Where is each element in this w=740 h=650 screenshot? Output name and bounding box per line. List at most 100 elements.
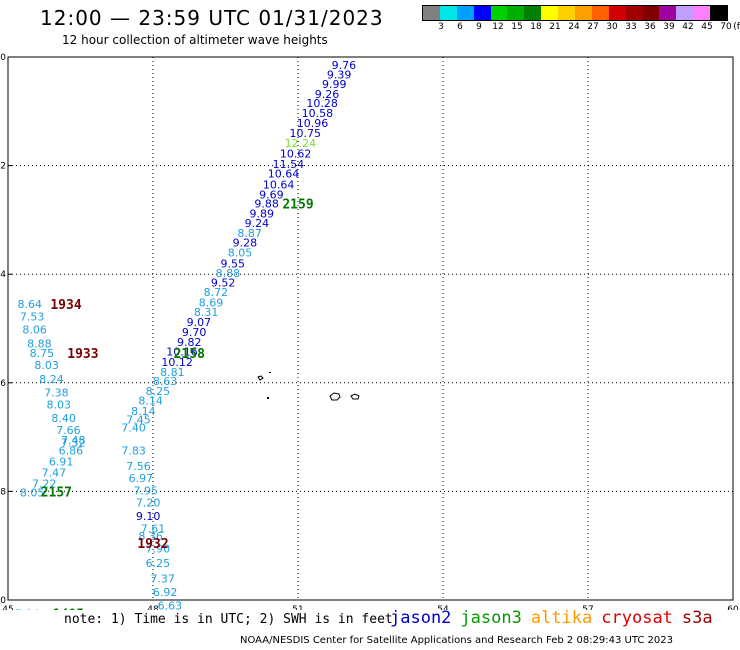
- color-swatch: [524, 6, 542, 20]
- wave-height-label: 10.96: [297, 117, 329, 130]
- wave-height-label: 6.25: [146, 557, 171, 570]
- island-dot: [269, 372, 271, 373]
- wave-height-label: 6.92: [153, 586, 178, 599]
- x-tick-label: 51: [292, 605, 303, 610]
- wave-height-label: 12.24: [285, 137, 317, 150]
- color-scale-tick: 18: [530, 22, 542, 32]
- wave-height-label: 7.47: [42, 466, 67, 479]
- wave-height-label: 10.62: [280, 148, 312, 161]
- y-tick-label: -40: [0, 53, 6, 63]
- y-tick-label: -46: [0, 379, 6, 389]
- color-swatch: [490, 6, 508, 20]
- wave-height-label: 7.66: [56, 424, 81, 437]
- map-subtitle: 12 hour collection of altimeter wave hei…: [62, 33, 328, 47]
- wave-height-label: 9.82: [177, 336, 202, 349]
- y-tick-label: -50: [0, 596, 6, 606]
- wave-height-label: 8.05: [20, 486, 45, 499]
- wave-height-label: 6.86: [59, 445, 84, 458]
- wave-height-label: 7.83: [121, 445, 146, 458]
- wave-height-label: 7.56: [126, 460, 151, 473]
- color-swatch: [693, 6, 711, 20]
- color-scale-tick: 3: [438, 22, 444, 32]
- wave-height-label: 7.48: [61, 434, 86, 447]
- wave-height-label: 8.72: [204, 286, 229, 299]
- wave-height-label: 9.99: [322, 78, 347, 91]
- pass-time-label: 1934: [50, 298, 81, 313]
- wave-height-label: 9.26: [315, 88, 340, 101]
- wave-height-label: 8.63: [153, 375, 178, 388]
- color-scale-tick: 15: [511, 22, 523, 32]
- wave-height-label: 9.88: [254, 198, 279, 211]
- map-title: 12:00 — 23:59 UTC 01/31/2023: [40, 6, 384, 30]
- wave-height-label: 7.22: [32, 477, 57, 490]
- color-scale-tick: 27: [587, 22, 599, 32]
- pass-time-label: 1933: [67, 347, 98, 362]
- island-outline: [257, 375, 264, 381]
- color-scale-tick: 9: [476, 22, 482, 32]
- wave-height-label: 8.14: [131, 405, 156, 418]
- island-dot: [267, 397, 269, 399]
- wave-height-label: 10.64: [268, 168, 300, 181]
- color-scale-tick: 45: [701, 22, 713, 32]
- wave-height-label: 6.63: [158, 599, 183, 610]
- color-swatch: [659, 6, 677, 20]
- color-swatch: [456, 6, 474, 20]
- pass-time-label: 2158: [174, 347, 205, 362]
- wave-height-label: 7.38: [44, 387, 69, 400]
- color-swatch: [676, 6, 694, 20]
- wave-height-label: 9.24: [245, 217, 270, 230]
- wave-height-label: 8.40: [51, 412, 76, 425]
- y-tick-label: -42: [0, 162, 6, 172]
- wave-height-label: 9.55: [221, 257, 246, 270]
- wave-height-label: 6.97: [129, 472, 154, 485]
- map-frame: [7, 56, 734, 601]
- wave-height-label: 10.75: [290, 127, 322, 140]
- x-tick-label: 48: [147, 605, 159, 610]
- color-scale-tick: 30: [606, 22, 618, 32]
- x-tick-label: 57: [582, 605, 593, 610]
- color-swatch: [423, 6, 440, 20]
- wave-height-label: 8.24: [39, 373, 64, 386]
- color-swatch: [507, 6, 525, 20]
- pass-time-label: 2157: [41, 485, 72, 500]
- color-scale-swatches: [422, 5, 728, 21]
- x-tick-label: 54: [437, 605, 449, 610]
- color-swatch: [591, 6, 609, 20]
- color-scale-tick: 70: [720, 22, 732, 32]
- color-swatch: [439, 6, 457, 20]
- wave-height-label: 9.69: [259, 188, 284, 201]
- satellite-cryosat-label: cryosat: [601, 608, 673, 628]
- wave-height-label: 9.76: [332, 59, 357, 72]
- wave-height-label: 9.10: [136, 510, 161, 523]
- x-tick-label: 60: [727, 605, 739, 610]
- wave-height-label: 7.95: [134, 484, 159, 497]
- wave-height-label: 8.03: [34, 359, 59, 372]
- wave-height-label: 9.39: [327, 68, 352, 81]
- wave-height-label: 7.53: [20, 311, 45, 324]
- color-scale-tick: 33: [625, 22, 637, 32]
- wave-height-label: 9.07: [187, 316, 212, 329]
- wave-height-label: 8.14: [138, 395, 163, 408]
- wave-height-label: 7.20: [136, 496, 161, 509]
- wave-height-label: 7.45: [126, 414, 151, 427]
- color-scale-tick: 21: [549, 22, 561, 32]
- wave-height-label: 10.12: [161, 356, 193, 369]
- time-labels: 2159 2158 2157 1405 1934 1933 1932: [41, 198, 314, 610]
- wave-height-label: 7.14: [15, 608, 40, 610]
- satellite-legend: jason2 jason3 altika cryosat s3a: [390, 608, 722, 628]
- wave-height-label: 8.75: [30, 347, 55, 360]
- wave-height-label: 8.64: [18, 298, 43, 311]
- wave-height-label: 7.61: [141, 522, 166, 535]
- wave-height-label: 6.91: [49, 456, 74, 469]
- island-outlines: [257, 372, 360, 401]
- color-swatch: [558, 6, 576, 20]
- color-swatch: [710, 6, 728, 20]
- wave-height-label: 11.54: [273, 158, 305, 171]
- wave-height-label: 8.31: [194, 306, 219, 319]
- wave-height-label: 7.37: [150, 572, 175, 585]
- wave-height-label: 8.03: [47, 399, 72, 412]
- color-scale-tick: 36: [644, 22, 656, 32]
- wave-height-label: 8.25: [146, 385, 171, 398]
